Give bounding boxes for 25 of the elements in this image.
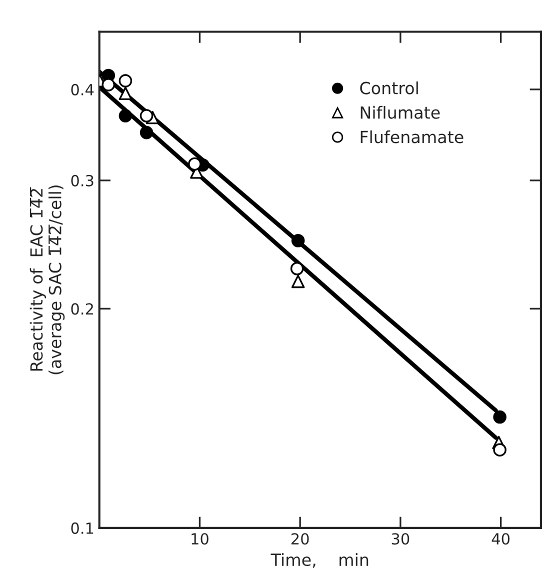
point — [118, 109, 132, 122]
legend-label: Flufenamate — [360, 130, 464, 144]
point — [140, 126, 154, 140]
y-tick-label: 0.4 — [71, 84, 94, 96]
y-tick-label: 0.3 — [71, 174, 94, 186]
y-tick-label: 0.1 — [71, 522, 94, 534]
point — [140, 109, 154, 122]
y-axis-title: Reactivity of EAC 1̅4̅2̅ (average SAC 1̅4̅2̅/cell) — [30, 185, 65, 374]
point — [290, 262, 304, 276]
point — [493, 443, 506, 457]
legend-label: Control — [360, 81, 418, 94]
point — [291, 274, 305, 288]
x-axis-title: Time, min — [270, 553, 368, 568]
point — [188, 157, 202, 171]
x-tick-label: 20 — [291, 533, 309, 545]
point — [118, 86, 132, 100]
point — [102, 78, 116, 92]
point — [493, 410, 506, 424]
legend-label: Niflumate — [360, 106, 440, 119]
x-tick-label: 40 — [492, 533, 510, 545]
y-tick-label: 0.2 — [71, 303, 93, 315]
x-tick-label: 10 — [192, 533, 208, 545]
point — [118, 74, 132, 88]
x-tick-label: 30 — [392, 533, 410, 545]
point — [291, 234, 305, 248]
